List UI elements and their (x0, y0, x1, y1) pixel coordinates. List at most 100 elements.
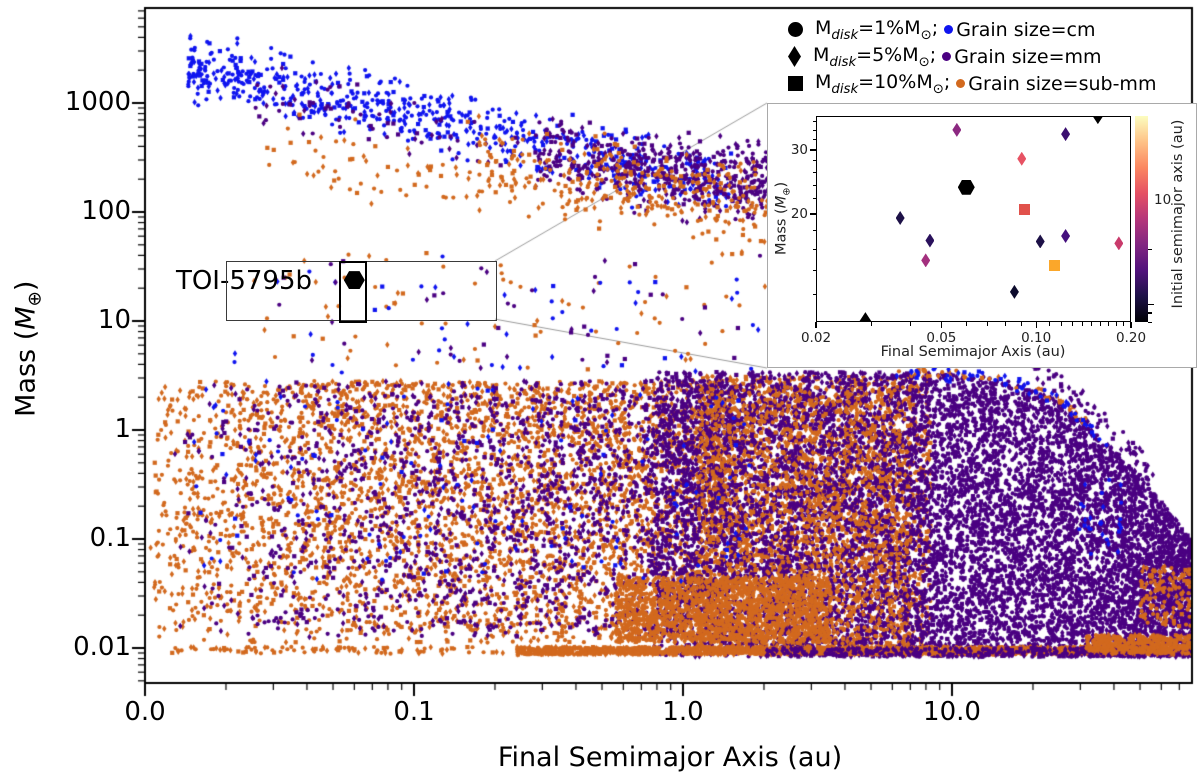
inset-plot-area (816, 116, 1131, 322)
y-axis-label-symbol: M (10, 306, 42, 330)
legend: Mdisk=1%M⊙; Grain size=cm Mdisk=5%M⊙; Gr… (788, 16, 1156, 97)
x-tick-label: 1.0 (662, 697, 704, 727)
inset-x-tick (815, 322, 817, 328)
disk-1pct-circle-marker (788, 22, 803, 37)
inset-tick-label: 0.02 (800, 330, 832, 346)
y-tick-label: 0.1 (89, 523, 131, 553)
inset-tick-label: 0.10 (1021, 330, 1052, 346)
inset-point-diamond (921, 253, 931, 268)
inset-point-square (1048, 260, 1060, 272)
inset-point-diamond (895, 210, 905, 225)
toi-highlight-strip (338, 261, 367, 324)
colorbar-minor-tick (1148, 321, 1152, 323)
inset-y-minor-tick (812, 198, 816, 200)
colorbar-minor-tick (1148, 312, 1152, 314)
inset-points-layer (816, 116, 1131, 322)
inset-x-tick (1035, 322, 1037, 328)
inset-x-minor-tick (870, 322, 872, 326)
inset-tick-label: 0.20 (1115, 330, 1147, 346)
legend-grain-submm-text: Grain size=sub-mm (968, 72, 1157, 95)
x-axis-label: Final Semimajor Axis (au) (497, 742, 843, 773)
inset-y-tick (810, 149, 816, 151)
inset-x-minor-tick (1108, 322, 1110, 326)
inset-tick-label: 30 (790, 142, 808, 159)
grain-mm-color-dot (942, 52, 952, 61)
inset-x-tick (1130, 322, 1132, 328)
y-axis-label-close: ) (10, 280, 42, 292)
toi-annotation-label: TOI-5795b (175, 266, 313, 296)
inset-y-axis-label: Mass (M⊕) (773, 181, 793, 256)
inset-y-minor-tick (812, 294, 816, 296)
disk-5pct-diamond-marker (788, 46, 801, 67)
inset-point-diamond (952, 122, 962, 137)
colorbar-tick-label: 10 (1154, 192, 1172, 208)
inset-point-triangle-down (1091, 116, 1105, 125)
inset-x-minor-tick (1060, 322, 1062, 326)
inset-tick-label: 0.05 (926, 330, 957, 346)
y-tick-label: 1000 (64, 87, 131, 117)
grain-cm-color-dot (944, 25, 954, 34)
x-tick-label: 10.0 (923, 697, 981, 727)
inset-x-minor-tick (1071, 322, 1073, 326)
inset-y-minor-tick (812, 248, 816, 250)
legend-grain-cm-text: Grain size=cm (956, 18, 1096, 41)
inset-point-diamond (1017, 151, 1027, 166)
inset-x-minor-tick (1116, 322, 1118, 326)
inset-point-diamond (925, 233, 935, 248)
y-axis-label: Mass (M⊕) (10, 189, 45, 509)
inset-panel: 0.02 0.05 0.10 0.20 20 30 Final Semimajor Axi… (767, 103, 1197, 368)
y-tick-label: 10 (97, 305, 131, 335)
inset-x-minor-tick (965, 322, 967, 326)
y-tick-label: 100 (81, 196, 131, 226)
inset-point-diamond (1114, 236, 1124, 251)
inset-point-square (1019, 203, 1031, 215)
inset-y-minor-tick (812, 160, 816, 162)
x-tick-label: 0.1 (393, 697, 435, 727)
legend-grain-mm-text: Grain size=mm (954, 45, 1102, 68)
inset-x-minor-tick (1099, 322, 1101, 326)
inset-x-minor-tick (1005, 322, 1007, 326)
y-tick-label: 0.01 (73, 632, 131, 662)
inset-y-minor-tick (812, 269, 816, 271)
inset-point-diamond (1061, 228, 1071, 243)
inset-x-minor-tick (1123, 322, 1125, 326)
legend-row-disk5: Mdisk=5%M⊙; Grain size=mm (788, 43, 1156, 70)
x-tick-label: 0.0 (124, 697, 166, 727)
inset-y-minor-tick (812, 129, 816, 131)
inset-point-diamond (1061, 127, 1071, 142)
legend-row-disk1: Mdisk=1%M⊙; Grain size=cm (788, 16, 1156, 43)
inset-marker-toi-5795b (957, 179, 975, 195)
inset-y-minor-tick (812, 172, 816, 174)
toi-5795b-marker (343, 271, 365, 290)
colorbar-major-tick (1148, 304, 1154, 306)
inset-x-minor-tick (1091, 322, 1093, 326)
inset-x-tick (940, 322, 942, 328)
legend-disk1-text: Mdisk=1%M⊙; (815, 16, 939, 43)
inset-y-minor-tick (812, 184, 816, 186)
y-tick-label: 1 (114, 414, 131, 444)
inset-point-diamond (1009, 284, 1019, 299)
y-axis-label-text: Mass ( (10, 329, 42, 417)
inset-x-minor-tick (1048, 322, 1050, 326)
inset-x-minor-tick (910, 322, 912, 326)
disk-10pct-square-marker (788, 76, 803, 91)
legend-row-disk10: Mdisk=10%M⊙; Grain size=sub-mm (788, 70, 1156, 97)
inset-point-diamond (1035, 234, 1045, 249)
colorbar-label: Initial semimajor axis (au) (1170, 119, 1186, 309)
grain-submm-color-dot (956, 79, 966, 88)
inset-y-tick (810, 213, 816, 215)
legend-disk5-text: Mdisk=5%M⊙; (813, 43, 937, 70)
inset-x-minor-tick (1081, 322, 1083, 326)
colorbar-minor-tick (1148, 248, 1152, 251)
inset-y-minor-tick (812, 230, 816, 232)
inset-point-triangle-up (858, 312, 872, 322)
inset-y-minor-tick (812, 120, 816, 122)
colorbar (1135, 116, 1148, 322)
inset-tick-label: 20 (790, 206, 808, 222)
inset-y-minor-tick (812, 139, 816, 141)
inset-x-minor-tick (986, 322, 988, 326)
inset-x-minor-tick (1021, 322, 1023, 326)
earth-symbol: ⊕ (24, 291, 46, 307)
inset-x-axis-label: Final Semimajor Axis (au) (880, 344, 1066, 360)
